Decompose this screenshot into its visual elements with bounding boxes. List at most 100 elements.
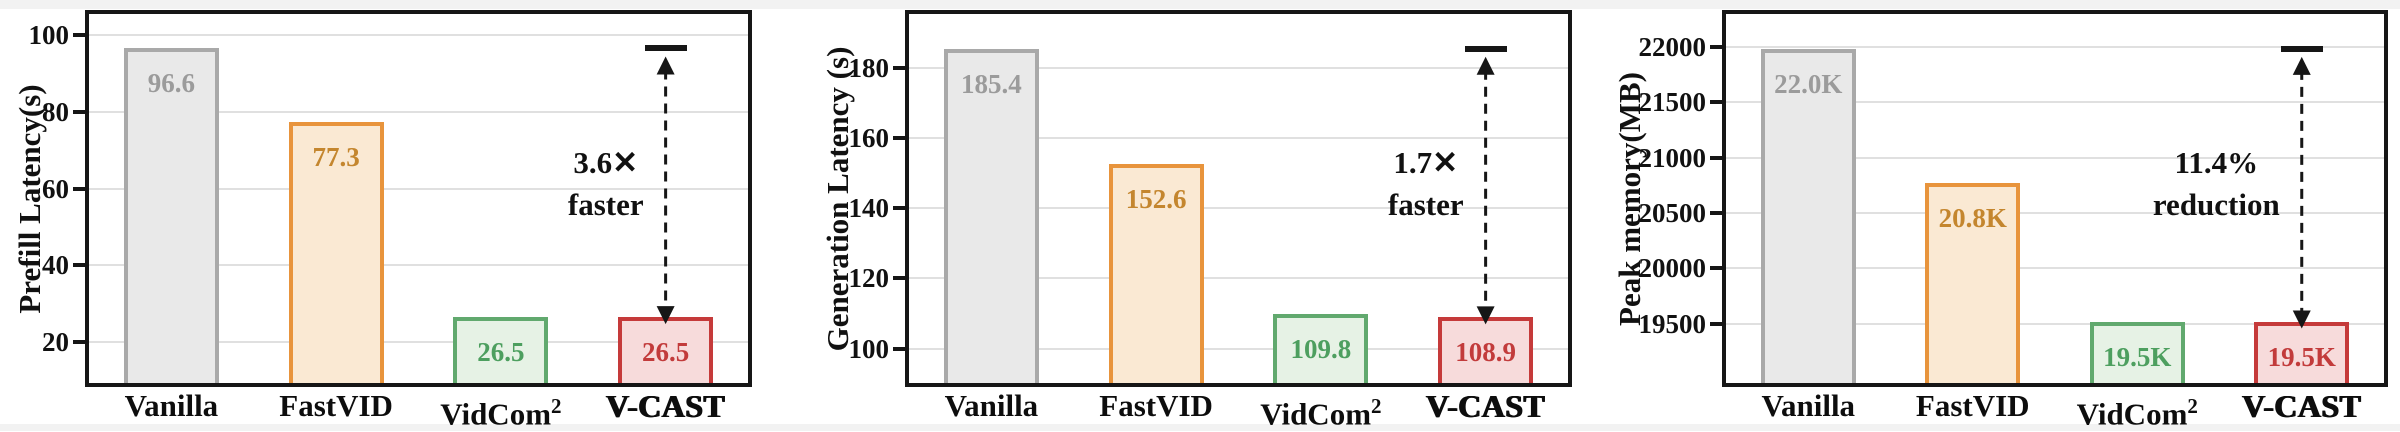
bar-value-label: 185.4 <box>961 68 1022 99</box>
bar-vidcom <box>453 317 549 383</box>
bar-value-label: 20.8K <box>1938 202 2007 233</box>
x-category-text: Vanilla <box>1761 388 1856 423</box>
bar-value-label: 152.6 <box>1125 183 1187 214</box>
arrowhead-down <box>656 306 675 325</box>
x-category-label-vidcom: VidCom2 <box>391 388 611 432</box>
y-tick-mark <box>1710 210 1722 215</box>
annotation-line: faster <box>1387 187 1464 222</box>
y-tick-mark <box>1710 100 1722 105</box>
y-tick-label: 80 <box>42 97 69 128</box>
x-category-text: FastVID <box>1915 388 2030 423</box>
gridline <box>1726 267 2384 270</box>
x-category-label-vcast: V-CAST <box>1376 388 1596 425</box>
bar-value-label: 22.0K <box>1774 68 1843 99</box>
comparison-arrow <box>2292 56 2311 329</box>
x-category-text: FastVID <box>279 388 393 423</box>
arrowhead-up <box>2292 56 2311 75</box>
y-tick-label: 20 <box>42 327 69 357</box>
gridline <box>1726 211 2384 214</box>
gridline <box>909 207 1568 210</box>
arrowhead-up <box>656 56 675 75</box>
x-category-label-vcast: V-CAST <box>556 388 776 425</box>
bar-value-label: 26.5 <box>477 337 525 368</box>
x-category-text: Vanilla <box>124 388 219 423</box>
arrowhead-down <box>1476 306 1495 325</box>
y-tick-mark <box>73 110 85 115</box>
x-category-text: VidCom <box>2076 396 2188 432</box>
x-category-superscript: 2 <box>2187 394 2198 418</box>
x-category-label-vidcom: VidCom2 <box>2027 388 2247 432</box>
y-tick-mark <box>893 65 905 70</box>
plot-area: 22.0K 20.8K 19.5K 19.5K 11.4% reduction <box>1722 10 2388 387</box>
x-category-label-vcast: V-CAST <box>2192 388 2400 425</box>
chart-generation-latency: Generation Latency (s) 185.4 152.6 109.8 108… <box>800 0 1600 431</box>
x-category-text: Vanilla <box>944 388 1039 423</box>
page-margin-bottom <box>0 424 2400 431</box>
bar-value-label: 109.8 <box>1290 334 1352 365</box>
bar-vidcom <box>2089 321 2185 383</box>
annotation-line: 3.6✕ <box>573 145 639 180</box>
y-tick-label: 180 <box>848 52 890 83</box>
bar-value-label: 19.5K <box>2267 341 2336 372</box>
y-tick-label: 21000 <box>1638 142 1707 173</box>
plot-area: 185.4 152.6 109.8 108.9 1.7✕ faster <box>905 10 1572 387</box>
gridline <box>1726 101 2384 104</box>
y-tick-mark <box>893 346 905 351</box>
bar-vcast <box>1438 317 1534 383</box>
x-category-label-vanilla: Vanilla <box>1698 388 1918 424</box>
x-category-label-vidcom: VidCom2 <box>1211 388 1431 432</box>
gridline <box>89 187 748 190</box>
x-category-text: FastVID <box>1099 388 1213 423</box>
y-tick-label: 21500 <box>1638 87 1707 118</box>
plot-area: 96.6 77.3 26.5 26.5 3.6✕ faster <box>85 10 752 387</box>
bar-value-label: 77.3 <box>312 142 360 173</box>
annotation-text: 1.7✕ faster <box>1388 142 1464 226</box>
gridline <box>1726 322 2384 325</box>
x-category-text: VidCom <box>440 396 552 432</box>
gridline <box>89 341 748 343</box>
x-category-superscript: 2 <box>1371 394 1382 418</box>
comparison-arrow <box>1476 56 1495 325</box>
y-tick-label: 60 <box>42 173 69 204</box>
x-category-label-vanilla: Vanilla <box>61 388 281 424</box>
bar-value-label: 19.5K <box>2103 341 2172 372</box>
page-margin-top <box>0 0 2400 9</box>
y-tick-label: 100 <box>28 20 70 51</box>
x-category-superscript: 2 <box>551 394 562 418</box>
arrowhead-up <box>1476 56 1495 75</box>
gridline <box>1726 45 2384 48</box>
x-category-text: V-CAST <box>1426 388 1546 424</box>
bar-value-label: 26.5 <box>642 337 690 368</box>
y-tick-mark <box>73 340 85 344</box>
x-category-label-fastvid: FastVID <box>226 388 446 424</box>
y-tick-label: 22000 <box>1638 31 1707 62</box>
y-tick-mark <box>1710 44 1722 49</box>
gridline <box>909 66 1568 69</box>
gridline <box>89 111 748 114</box>
gridline <box>909 277 1568 280</box>
reference-line <box>644 45 687 52</box>
y-tick-label: 20000 <box>1638 253 1707 284</box>
bar-value-label: 108.9 <box>1455 337 1516 368</box>
gridline <box>909 136 1568 139</box>
x-category-text: VidCom <box>1260 396 1372 432</box>
annotation-line: faster <box>567 187 644 222</box>
y-tick-label: 120 <box>848 263 890 294</box>
y-tick-mark <box>73 186 85 191</box>
reference-line <box>2280 45 2323 52</box>
comparison-arrow <box>656 56 675 325</box>
annotation-text: 3.6✕ faster <box>568 142 644 226</box>
y-tick-label: 20500 <box>1638 197 1707 228</box>
gridline <box>1726 156 2384 159</box>
bar-vanilla <box>1760 48 1856 383</box>
y-tick-label: 19500 <box>1638 308 1707 339</box>
bar-vidcom <box>1273 314 1369 383</box>
y-tick-mark <box>1710 321 1722 326</box>
x-category-label-fastvid: FastVID <box>1046 388 1266 424</box>
bar-fastvid <box>1108 163 1204 383</box>
chart-prefill-latency: Prefill Latency(s) 96.6 77.3 26.5 26.5 3.6✕ fa… <box>0 0 800 431</box>
arrowhead-down <box>2292 310 2311 329</box>
gridline <box>909 347 1568 350</box>
bar-fastvid <box>1925 182 2021 383</box>
